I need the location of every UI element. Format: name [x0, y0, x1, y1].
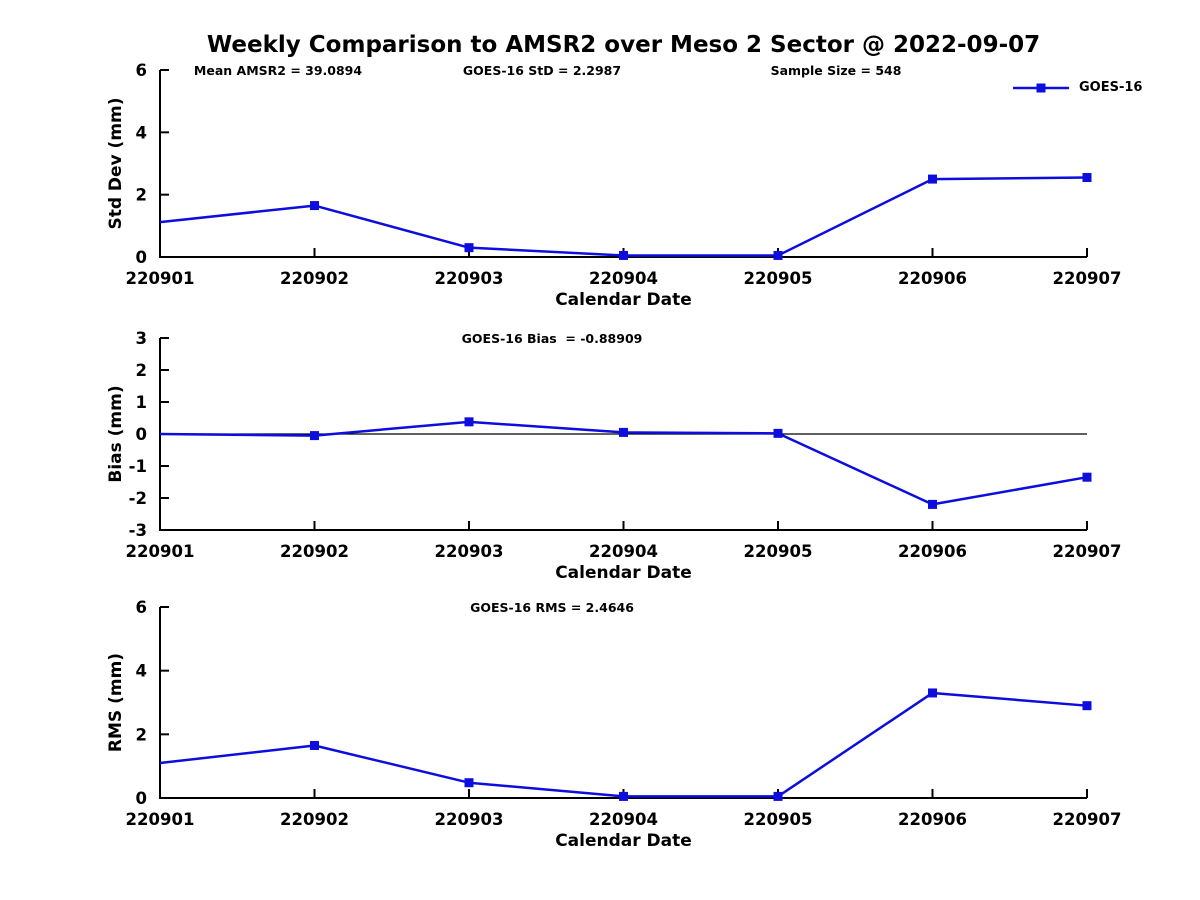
- rms-subplot-ytick-label: 0: [136, 789, 147, 808]
- std-dev-subplot-series-line: [159, 176, 1088, 257]
- rms-subplot-marker: [1082, 701, 1092, 711]
- std-dev-subplot-marker: [1082, 173, 1092, 183]
- bias-subplot-xtick-label: 220902: [280, 542, 349, 561]
- std-dev-subplot-marker: [464, 243, 474, 253]
- bias-subplot-xlabel: Calendar Date: [555, 563, 692, 583]
- std-dev-subplot-ylabel: Std Dev (mm): [106, 97, 126, 229]
- std-dev-subplot-axis: [159, 70, 1087, 258]
- std-dev-subplot-annotation: Sample Size = 548: [771, 63, 902, 78]
- rms-subplot-xtick-label: 220902: [280, 810, 349, 829]
- legend: GOES-16: [1012, 80, 1142, 95]
- legend-line-swatch: [1013, 83, 1069, 92]
- bias-subplot-marker: [1082, 472, 1092, 482]
- std-dev-subplot-marker: [928, 174, 937, 184]
- rms-subplot-xtick-label: 220904: [589, 810, 658, 829]
- std-dev-subplot-xtick-label: 220904: [589, 269, 658, 288]
- rms-subplot-ytick-label: 4: [136, 662, 147, 681]
- bias-subplot-ytick-label: -3: [129, 521, 147, 540]
- rms-subplot-marker: [773, 791, 783, 801]
- bias-subplot-xtick-label: 220906: [898, 542, 967, 561]
- bias-subplot-xtick-label: 220903: [435, 542, 504, 561]
- std-dev-subplot-xtick-label: 220902: [280, 269, 349, 288]
- rms-subplot-axis: [159, 607, 1087, 799]
- std-dev-subplot-annotation: GOES-16 StD = 2.2987: [463, 63, 621, 78]
- std-dev-subplot-marker: [310, 201, 319, 211]
- bias-subplot-xtick-label: 220901: [126, 542, 195, 561]
- std-dev-subplot-ytick-label: 4: [136, 123, 147, 142]
- bias-subplot-xtick-label: 220907: [1053, 542, 1122, 561]
- bias-subplot-ytick-label: -2: [129, 489, 147, 508]
- std-dev-subplot-annotation: Mean AMSR2 = 39.0894: [194, 63, 362, 78]
- rms-subplot-ytick-label: 6: [136, 598, 147, 617]
- bias-subplot-ytick-label: 1: [136, 393, 147, 412]
- bias-subplot-marker: [619, 427, 628, 437]
- std-dev-subplot-ytick-label: 0: [136, 248, 147, 267]
- rms-subplot-series-line: [159, 691, 1088, 798]
- bias-subplot-ylabel: Bias (mm): [106, 385, 126, 482]
- rms-subplot-ylabel: RMS (mm): [106, 653, 126, 752]
- std-dev-subplot-xtick-label: 220906: [898, 269, 967, 288]
- bias-subplot-marker: [310, 431, 319, 441]
- rms-subplot-marker: [310, 740, 319, 750]
- bias-subplot-ytick-label: 3: [136, 329, 147, 348]
- bias-subplot-annotation: GOES-16 Bias = -0.88909: [462, 331, 643, 346]
- bias-subplot-marker: [773, 428, 783, 438]
- bias-subplot-marker: [928, 499, 937, 509]
- rms-subplot-xtick-label: 220907: [1053, 810, 1122, 829]
- bias-subplot-marker: [464, 417, 474, 427]
- rms-subplot-marker: [619, 791, 628, 801]
- rms-subplot-xtick-label: 220903: [435, 810, 504, 829]
- rms-subplot-xlabel: Calendar Date: [555, 831, 692, 851]
- std-dev-subplot-xtick-label: 220903: [435, 269, 504, 288]
- std-dev-subplot-ytick-label: 6: [136, 61, 147, 80]
- bias-subplot-ytick-label: -1: [129, 457, 147, 476]
- std-dev-subplot-marker: [773, 250, 783, 260]
- std-dev-subplot-ytick-label: 2: [136, 186, 147, 205]
- rms-subplot-marker: [464, 778, 474, 788]
- rms-subplot-xtick-label: 220906: [898, 810, 967, 829]
- rms-subplot-annotation: GOES-16 RMS = 2.4646: [470, 600, 634, 615]
- chart-title: Weekly Comparison to AMSR2 over Meso 2 S…: [206, 32, 1041, 58]
- legend-label: GOES-16: [1079, 80, 1143, 95]
- std-dev-subplot-xtick-label: 220901: [126, 269, 195, 288]
- bias-subplot-ytick-label: 2: [136, 361, 147, 380]
- bias-subplot-xtick-label: 220905: [744, 542, 813, 561]
- std-dev-subplot-marker: [619, 250, 628, 260]
- std-dev-subplot-xtick-label: 220907: [1053, 269, 1122, 288]
- rms-subplot-ytick-label: 2: [136, 725, 147, 744]
- rms-subplot-xtick-label: 220905: [744, 810, 813, 829]
- bias-subplot-ytick-label: 0: [136, 425, 147, 444]
- rms-subplot-marker: [928, 688, 937, 698]
- std-dev-subplot-xlabel: Calendar Date: [555, 290, 692, 310]
- bias-subplot-xtick-label: 220904: [589, 542, 658, 561]
- std-dev-subplot-xtick-label: 220905: [744, 269, 813, 288]
- rms-subplot-xtick-label: 220901: [126, 810, 195, 829]
